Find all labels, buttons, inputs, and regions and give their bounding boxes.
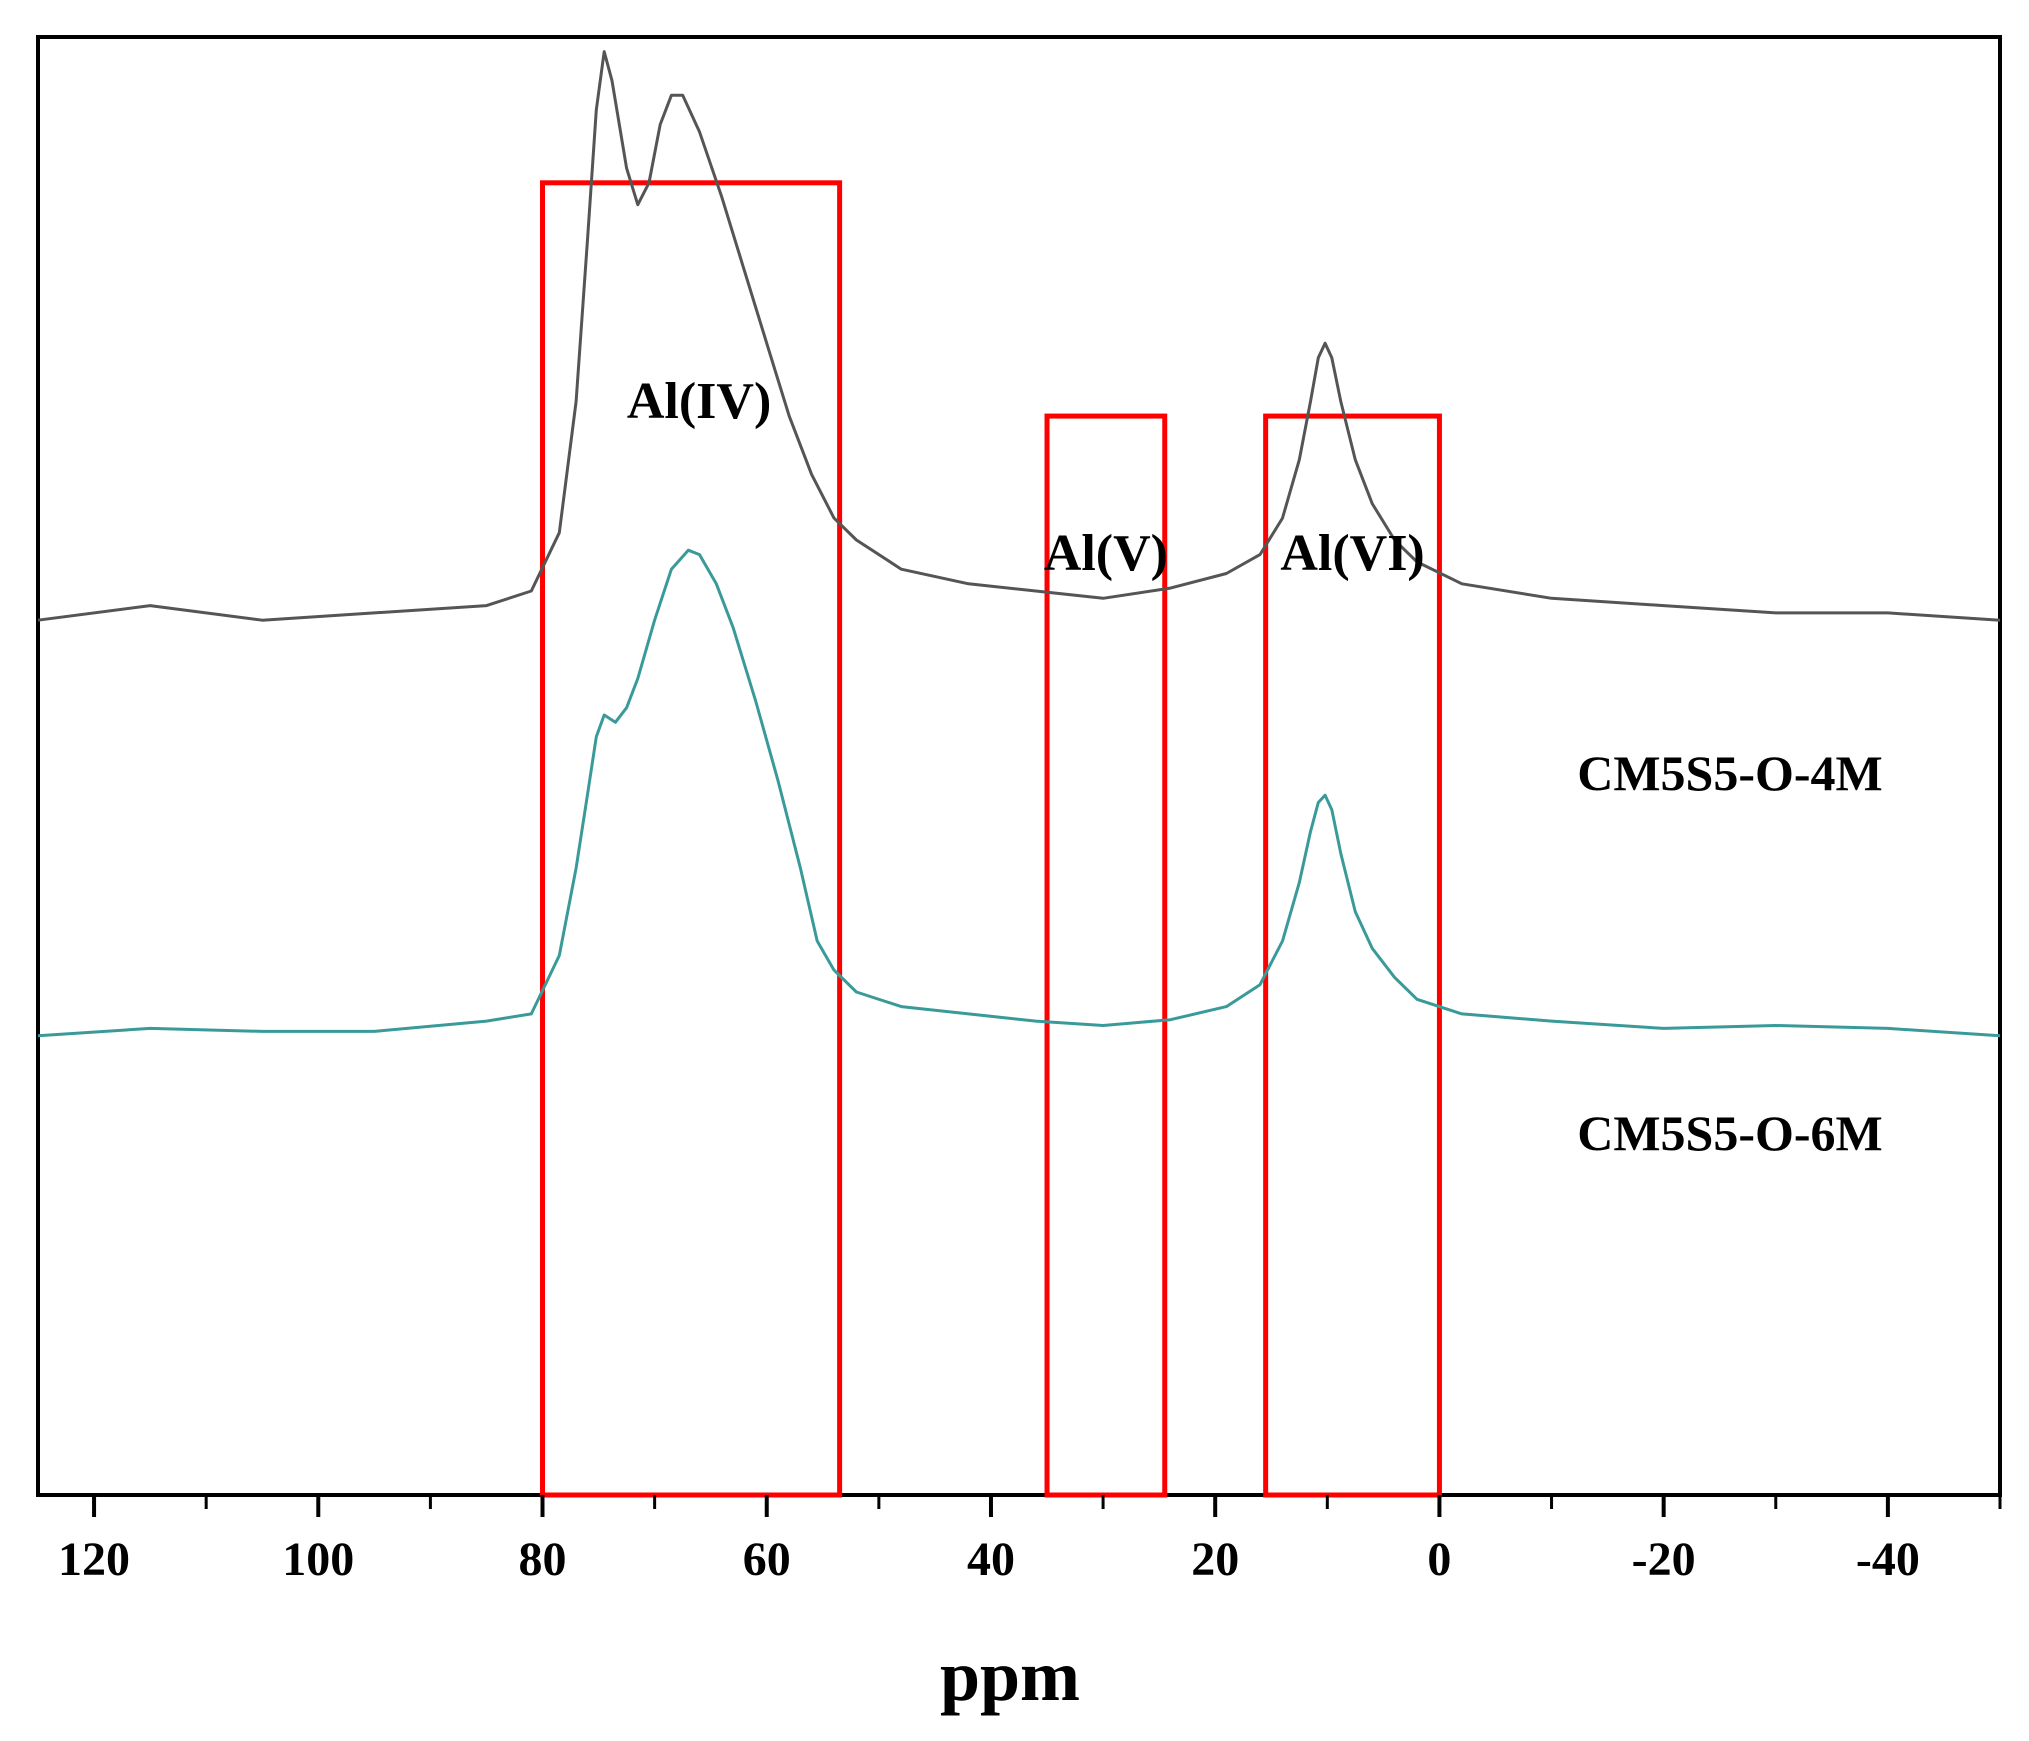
x-tick-label-3: 60	[743, 1533, 791, 1586]
region-label-0: Al(IV)	[627, 373, 771, 430]
series-label-0: CM5S5-O-4M	[1577, 745, 1883, 801]
x-ticks: 120 100 80 60 40 20 0 -20 -40	[58, 1495, 2002, 1586]
regions-layer	[540, 180, 1442, 1498]
region-label-2: Al(VI)	[1280, 525, 1424, 582]
plot-frame	[36, 35, 2002, 1497]
x-tick-label-2: 80	[519, 1533, 567, 1586]
x-axis-title: ppm	[940, 1636, 1080, 1716]
region-box-0	[540, 180, 843, 1498]
series-label-1: CM5S5-O-6M	[1577, 1105, 1883, 1161]
region-box-2	[1263, 413, 1442, 1498]
region-label-1: Al(V)	[1044, 525, 1168, 582]
x-tick-label-7: -20	[1632, 1533, 1696, 1586]
region-box-1	[1044, 413, 1168, 1498]
series-line-1	[37, 548, 2001, 1038]
x-tick-label-5: 20	[1191, 1533, 1239, 1586]
x-tick-label-1: 100	[282, 1533, 354, 1586]
x-tick-label-6: 0	[1427, 1533, 1451, 1586]
labels-layer: Al(IV) Al(V) Al(VI) CM5S5-O-4M CM5S5-O-6M	[627, 373, 1883, 1161]
series-layer	[37, 50, 2001, 1038]
x-tick-label-8: -40	[1856, 1533, 1920, 1586]
x-tick-label-4: 40	[967, 1533, 1015, 1586]
x-tick-label-0: 120	[58, 1533, 130, 1586]
series-line-0	[37, 50, 2001, 622]
